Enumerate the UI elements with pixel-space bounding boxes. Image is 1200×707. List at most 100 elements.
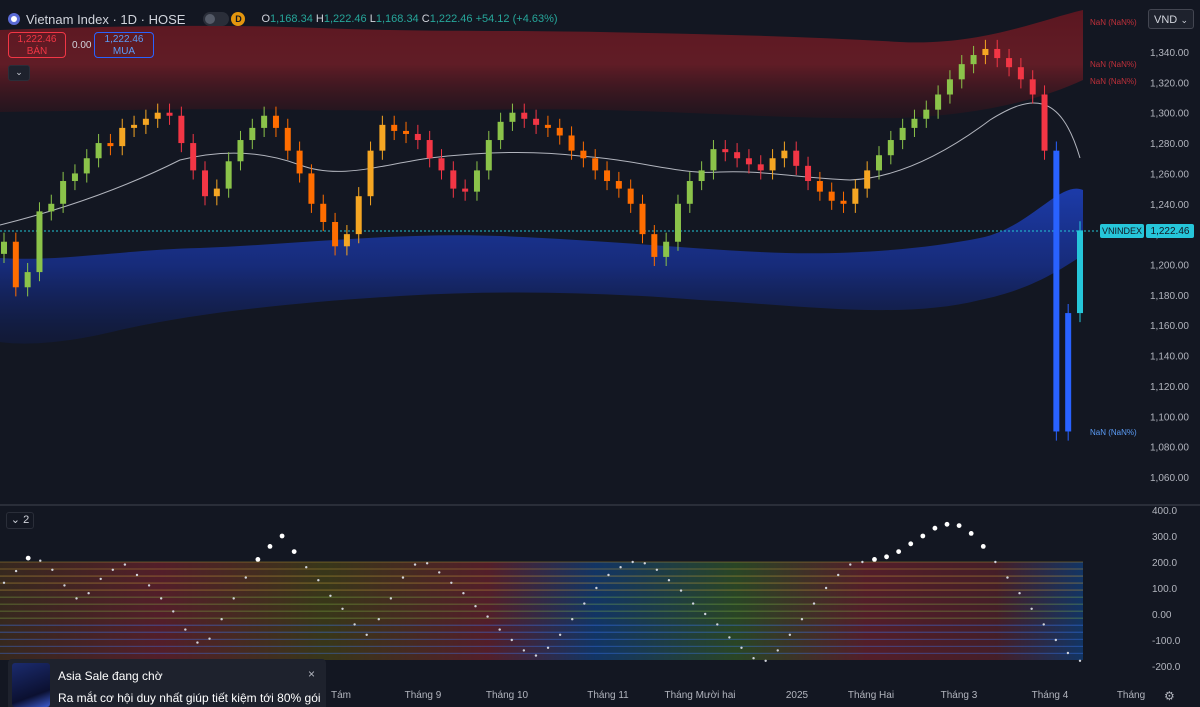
osc-tick-label: 300.0 bbox=[1152, 532, 1177, 543]
osc-point bbox=[679, 589, 683, 592]
osc-point bbox=[159, 597, 163, 600]
candle-body bbox=[83, 158, 90, 174]
osc-point bbox=[111, 568, 115, 571]
candle-body bbox=[1029, 79, 1036, 95]
candle-body bbox=[935, 94, 942, 110]
candle-body bbox=[450, 170, 457, 189]
osc-point bbox=[691, 602, 695, 605]
price-tick-label: 1,320.00 bbox=[1150, 78, 1189, 89]
osc-point bbox=[208, 637, 211, 640]
osc-point bbox=[583, 602, 586, 605]
candle-body bbox=[272, 115, 279, 128]
candle-body bbox=[367, 150, 374, 197]
candle-body bbox=[12, 241, 19, 288]
candle-body bbox=[840, 200, 847, 204]
time-tick-label: Tháng 3 bbox=[941, 690, 978, 701]
candle-body bbox=[568, 135, 575, 151]
candle-body bbox=[343, 234, 350, 247]
currency-select[interactable]: VND ⌄ bbox=[1148, 9, 1194, 29]
candle-body bbox=[308, 173, 315, 204]
price-tag-name: VNINDEX bbox=[1102, 226, 1142, 236]
osc-point bbox=[63, 584, 66, 587]
candle-body bbox=[533, 118, 540, 125]
promo-body: Ra mắt cơ hội duy nhất giúp tiết kiệm tớ… bbox=[58, 691, 321, 705]
pane-2-toggle[interactable]: ⌄ 2 bbox=[6, 512, 34, 529]
osc-point bbox=[317, 579, 320, 582]
osc-point bbox=[244, 576, 247, 579]
osc-point bbox=[51, 568, 54, 571]
osc-point bbox=[837, 573, 840, 577]
candle-body bbox=[509, 112, 516, 122]
currency-value: VND bbox=[1154, 14, 1178, 26]
osc-tick-label: -200.0 bbox=[1152, 662, 1181, 673]
price-tick-label: 1,100.00 bbox=[1150, 412, 1189, 423]
sell-price: 1,222.46 bbox=[17, 34, 57, 45]
osc-point bbox=[788, 633, 792, 636]
candle-body bbox=[805, 165, 812, 182]
osc-point bbox=[353, 623, 356, 626]
candle-body bbox=[485, 140, 492, 171]
low-label: L bbox=[369, 13, 376, 25]
candle-body bbox=[403, 130, 410, 134]
candle-body bbox=[544, 124, 551, 128]
symbol-header: Vietnam Index · 1D · HOSE D O1,168.34 H1… bbox=[8, 10, 558, 28]
candle-body bbox=[261, 115, 268, 128]
candle-body bbox=[686, 181, 693, 204]
candle-body bbox=[734, 152, 741, 159]
osc-point bbox=[510, 638, 513, 642]
osc-point bbox=[920, 533, 926, 539]
nan-label-4: NaN (NaN%) bbox=[1090, 428, 1137, 437]
candle-body bbox=[249, 127, 256, 141]
candle-body bbox=[864, 170, 871, 189]
symbol-title[interactable]: Vietnam Index · 1D · HOSE bbox=[26, 11, 186, 27]
candle-body bbox=[710, 149, 717, 171]
osc-point bbox=[716, 623, 719, 626]
osc-point bbox=[172, 610, 175, 613]
visibility-toggle[interactable] bbox=[203, 12, 230, 26]
open-value: 1,168.34 bbox=[270, 13, 313, 25]
price-tick-label: 1,240.00 bbox=[1150, 200, 1189, 211]
candle-body bbox=[757, 164, 764, 171]
osc-point bbox=[25, 555, 31, 561]
price-axis: 1,340.00 1,320.00 1,300.00 1,280.00 1,260.00… bbox=[1150, 48, 1189, 484]
collapse-legend-button[interactable]: ⌄ bbox=[8, 65, 30, 81]
candle-body bbox=[651, 234, 658, 257]
time-tick-label: 2025 bbox=[786, 690, 809, 701]
candle-body bbox=[60, 181, 67, 204]
candle-body bbox=[722, 149, 729, 153]
price-tick-label: 1,080.00 bbox=[1150, 443, 1189, 454]
osc-point bbox=[450, 581, 453, 584]
time-tick-label: Tháng 9 bbox=[405, 690, 442, 701]
candle-body bbox=[663, 241, 670, 257]
osc-point bbox=[1042, 623, 1045, 626]
time-tick-label: Tháng 11 bbox=[587, 690, 629, 701]
sell-button[interactable]: 1,222.46 BÁN bbox=[8, 32, 66, 58]
time-tick-label: Tháng 10 bbox=[486, 690, 529, 701]
osc-point bbox=[655, 568, 659, 571]
osc-point bbox=[704, 612, 707, 616]
candle-body bbox=[296, 150, 303, 174]
price-tick-label: 1,260.00 bbox=[1150, 169, 1189, 180]
gear-icon[interactable]: ⚙ bbox=[1164, 689, 1175, 703]
close-icon[interactable]: × bbox=[308, 667, 316, 681]
interval-badge: D bbox=[231, 12, 246, 26]
candle-body bbox=[237, 140, 244, 162]
price-tick-label: 1,060.00 bbox=[1150, 473, 1189, 484]
price-tick-label: 1,340.00 bbox=[1150, 48, 1189, 59]
osc-point bbox=[956, 523, 962, 528]
time-tick-label: Tháng 4 bbox=[1032, 690, 1069, 701]
moving-average-line bbox=[0, 102, 1081, 226]
osc-point bbox=[994, 560, 997, 564]
buy-button[interactable]: 1,222.46 MUA bbox=[94, 32, 154, 58]
osc-point bbox=[571, 618, 574, 621]
osc-point bbox=[474, 605, 477, 608]
candle-body bbox=[1, 241, 7, 254]
candle-body bbox=[497, 121, 504, 141]
promo-popup[interactable]: Asia Sale đang chờ Ra mắt cơ hội duy nhấ… bbox=[8, 659, 326, 707]
price-tick-label: 1,160.00 bbox=[1150, 321, 1189, 332]
osc-point bbox=[861, 560, 864, 564]
osc-point bbox=[824, 586, 828, 590]
osc-point bbox=[1006, 576, 1009, 579]
candle-body bbox=[674, 203, 681, 242]
